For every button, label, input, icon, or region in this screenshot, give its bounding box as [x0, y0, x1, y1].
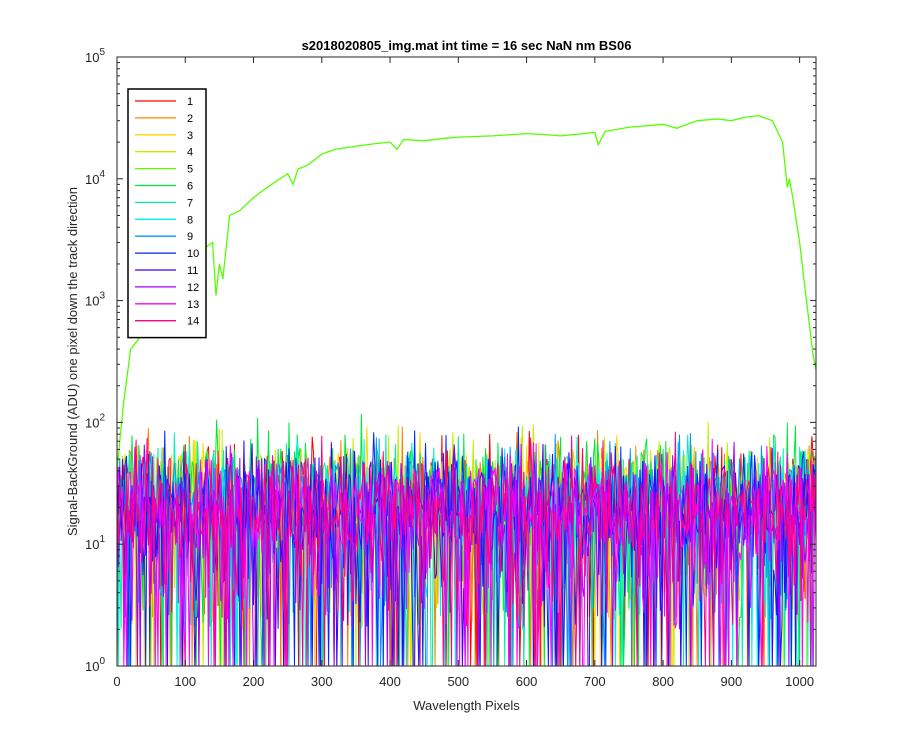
- x-tick-label: 600: [516, 674, 538, 689]
- legend-box: [127, 88, 207, 339]
- legend-label-2: 2: [187, 113, 193, 125]
- series-line-12: [117, 441, 816, 666]
- legend-label-13: 13: [187, 299, 199, 311]
- y-tick-label: 104: [85, 169, 105, 187]
- x-tick-label: 200: [243, 674, 265, 689]
- axes-frame: [116, 56, 817, 667]
- x-tick-label: 400: [379, 674, 401, 689]
- chart-title: s2018020805_img.mat int time = 16 sec Na…: [302, 38, 632, 53]
- y-tick-label: 102: [85, 412, 105, 430]
- series-line-14: [117, 431, 816, 666]
- y-axis-label: Signal-BackGround (ADU) one pixel down t…: [65, 187, 80, 536]
- ticks-layer: 0 100 200 300 400 500 600 700 800 900 100010010110…: [85, 47, 816, 689]
- legend-label-3: 3: [187, 130, 193, 142]
- y-tick-label: 100: [85, 656, 105, 674]
- y-tick-label: 101: [85, 534, 105, 552]
- legend-label-8: 8: [187, 214, 193, 226]
- legend-label-5: 5: [187, 164, 193, 176]
- x-tick-label: 0: [113, 674, 120, 689]
- legend-label-1: 1: [187, 96, 193, 108]
- x-tick-label: 500: [447, 674, 469, 689]
- x-tick-label: 900: [721, 674, 743, 689]
- x-tick-label: 100: [174, 674, 196, 689]
- x-tick-label: 300: [311, 674, 333, 689]
- legend-label-4: 4: [187, 147, 193, 159]
- legend-label-11: 11: [187, 265, 198, 277]
- legend-label-14: 14: [187, 316, 199, 328]
- x-tick-label: 1000: [785, 674, 814, 689]
- x-tick-label: 700: [584, 674, 606, 689]
- y-tick-label: 103: [85, 291, 105, 309]
- x-tick-label: 800: [652, 674, 674, 689]
- y-tick-label: 105: [85, 47, 105, 65]
- series-line-5: [117, 114, 816, 471]
- series-layer: [117, 114, 816, 666]
- legend-label-9: 9: [187, 231, 193, 243]
- legend-label-12: 12: [187, 282, 199, 294]
- legend-label-7: 7: [187, 197, 193, 209]
- legend-label-6: 6: [187, 181, 193, 193]
- legend-label-10: 10: [187, 248, 199, 260]
- x-axis-label: Wavelength Pixels: [413, 698, 520, 713]
